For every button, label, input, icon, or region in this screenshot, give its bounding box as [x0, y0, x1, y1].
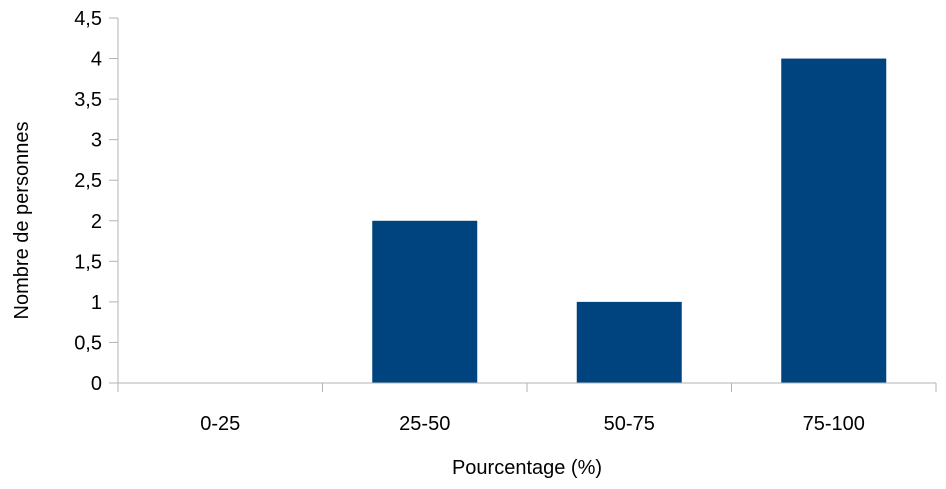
x-tick-label: 50-75: [604, 413, 655, 435]
bar-50-75: [576, 301, 682, 383]
y-axis-title: Nombre de personnes: [11, 122, 33, 320]
y-ticks: 0 0,5 1 1,5 2 2,5 3 3,5 4 4,5: [74, 8, 118, 395]
x-tick-label: 75-100: [803, 413, 865, 435]
x-tick-label: 25-50: [399, 413, 450, 435]
y-tick-label: 3: [91, 130, 102, 152]
y-tick-label: 1,5: [74, 251, 102, 273]
x-ticks: 0-25 25-50 50-75 75-100: [117, 383, 937, 435]
y-tick-label: 2,5: [74, 170, 102, 192]
x-axis-title: Pourcentage (%): [452, 457, 602, 479]
y-tick-label: 4: [91, 49, 102, 71]
x-tick-label: 0-25: [200, 413, 240, 435]
y-tick-label: 4,5: [74, 8, 102, 30]
y-tick-label: 3,5: [74, 89, 102, 111]
bars-layer: [372, 58, 887, 384]
bar-75-100: [781, 58, 887, 384]
y-tick-label: 1: [91, 292, 102, 314]
y-tick-label: 0: [91, 373, 102, 395]
bar-25-50: [372, 220, 478, 383]
y-tick-label: 0,5: [74, 332, 102, 354]
y-tick-label: 2: [91, 211, 102, 233]
axes-layer: [109, 18, 936, 392]
